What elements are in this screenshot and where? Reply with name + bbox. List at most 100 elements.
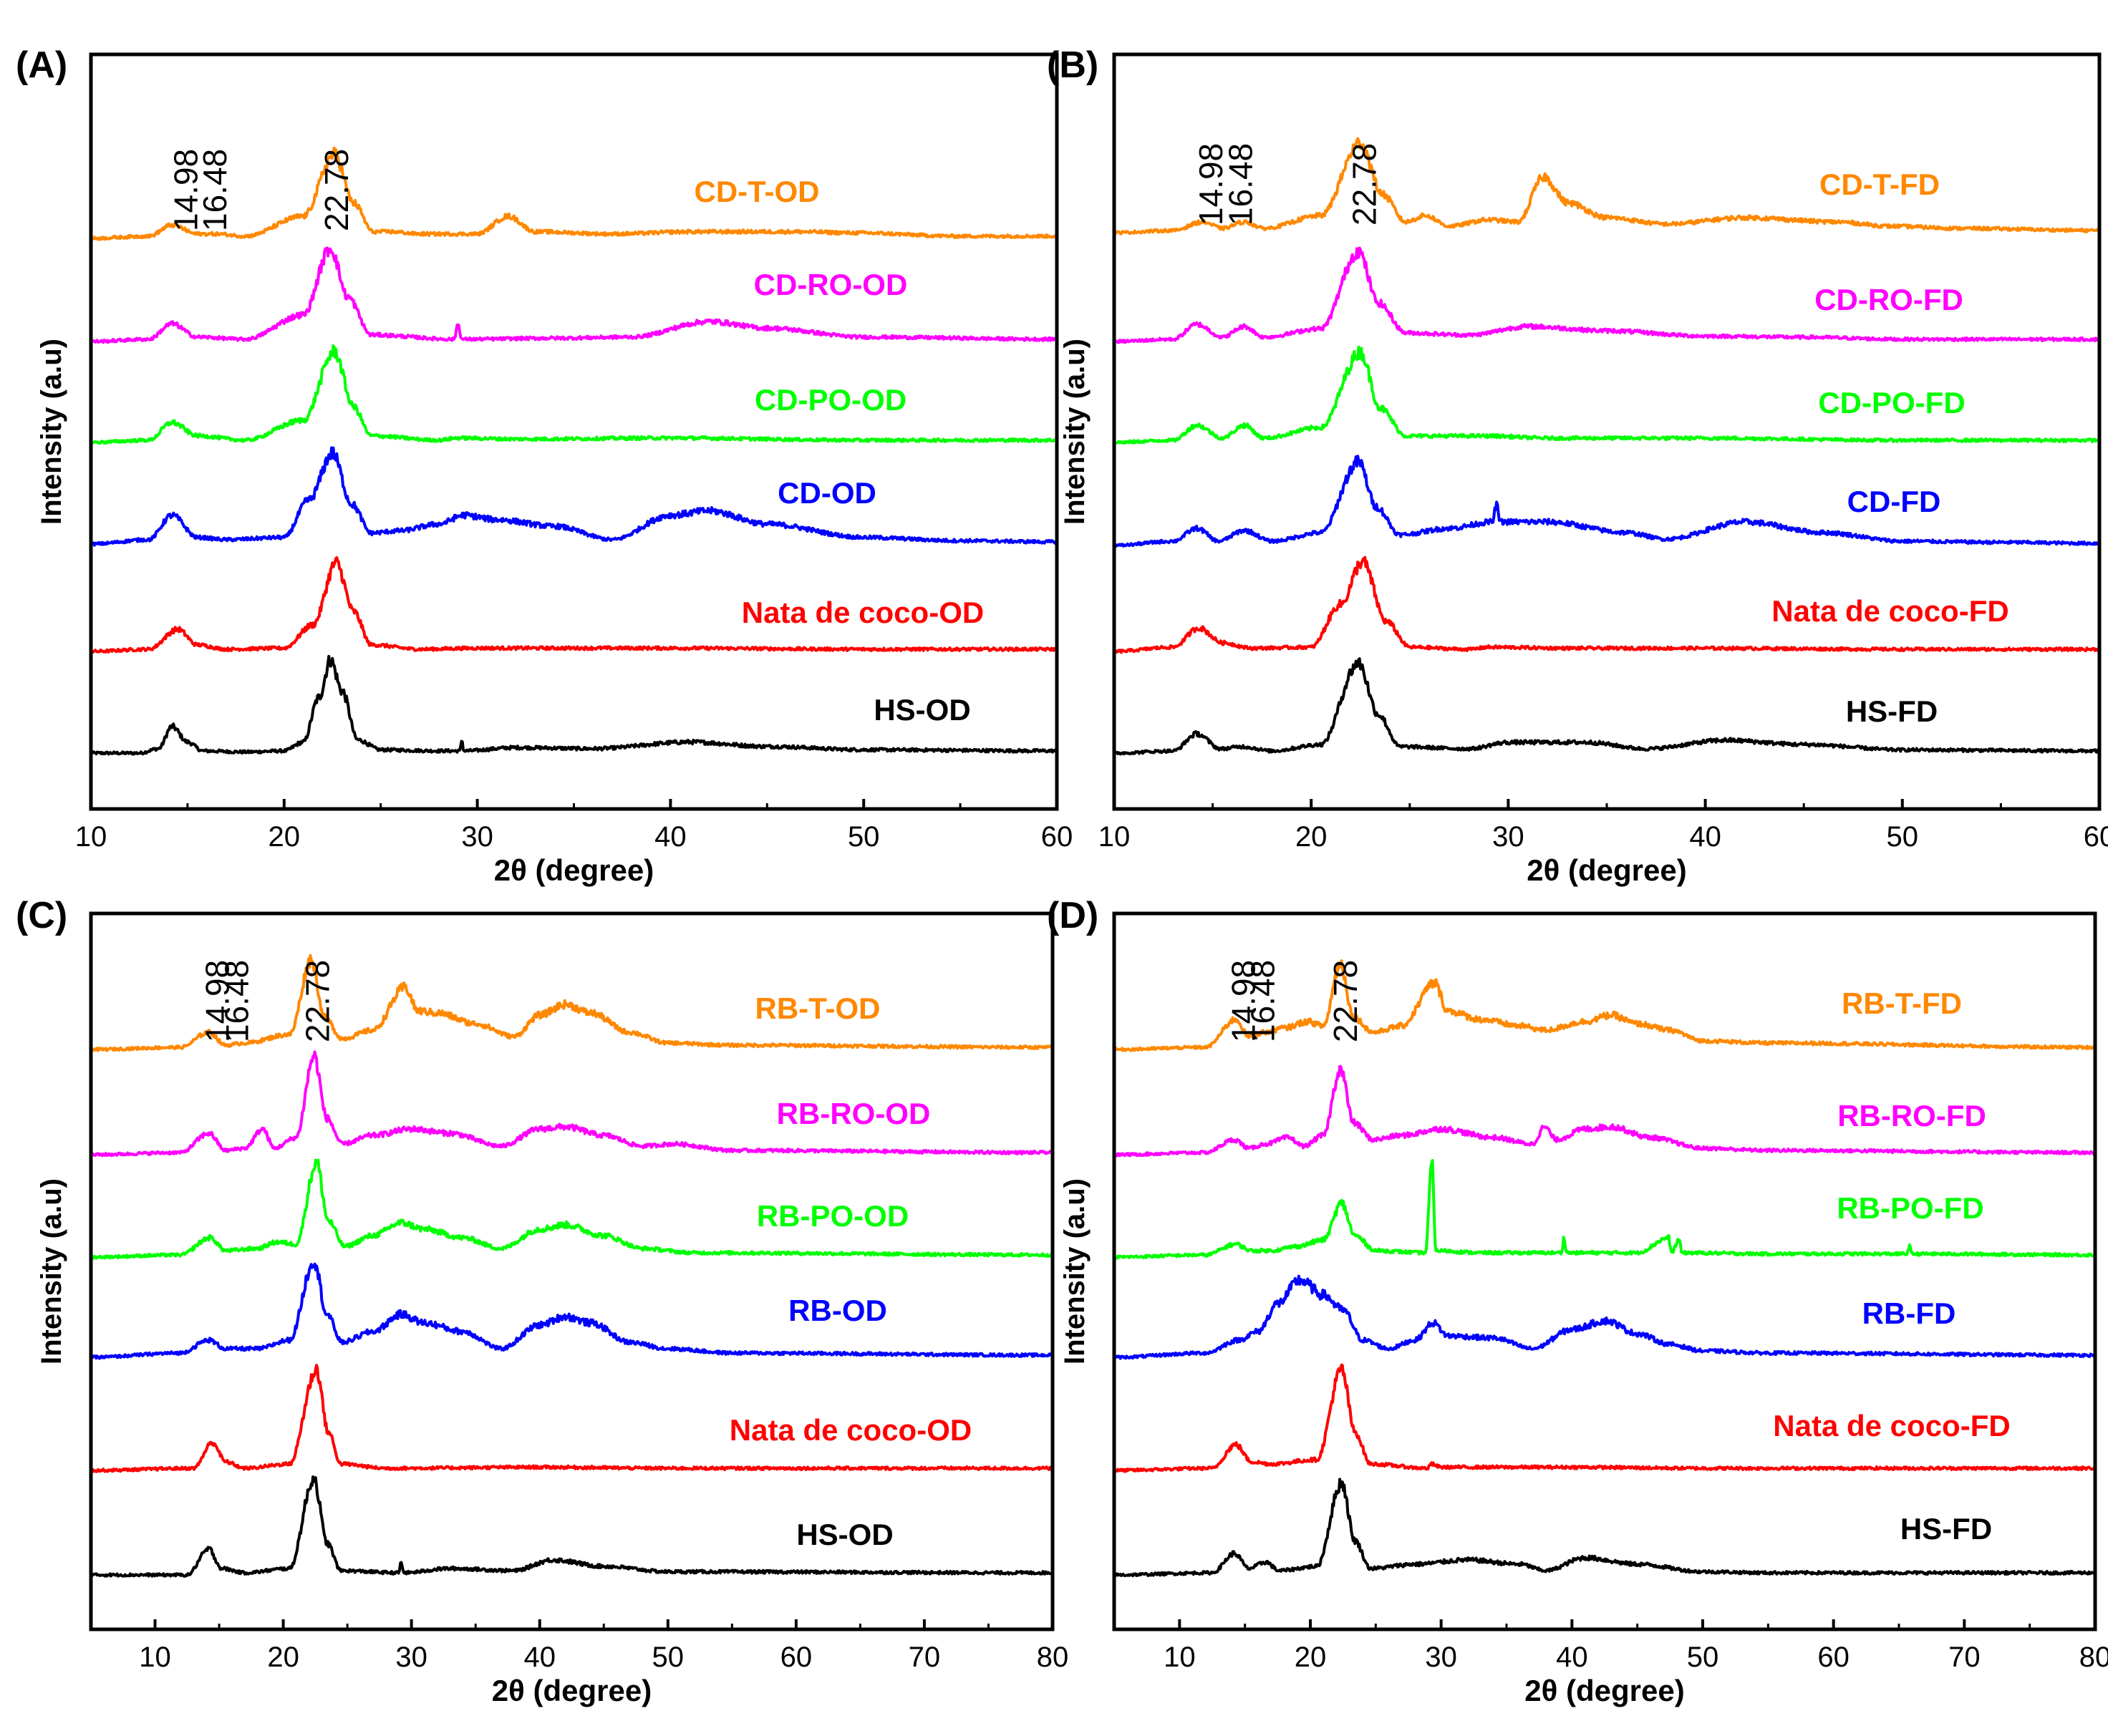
series-label: RB-RO-OD — [777, 1097, 931, 1130]
panel-c: HS-OD Nata de coco-OD RB-OD RB-PO-OD RB-RO-O… — [16, 895, 1068, 1707]
trace-rb-po-fd — [1113, 1159, 2096, 1260]
series-label: CD-PO-FD — [1818, 386, 1965, 420]
trace-cd-od — [90, 446, 1058, 547]
x-tick-label: 20 — [269, 821, 301, 853]
series-label: RB-T-FD — [1842, 986, 1962, 1020]
plot-frame — [1112, 911, 2097, 1631]
series-label: CD-FD — [1847, 485, 1941, 518]
x-tick-label: 80 — [2079, 1642, 2108, 1673]
panel-label: (A) — [16, 44, 67, 86]
series-label: HS-FD — [1846, 694, 1938, 728]
trace-cd-t-fd — [1113, 137, 2101, 236]
series-label: CD-PO-OD — [755, 383, 906, 417]
peak-annotation: 22.78 — [299, 960, 336, 1042]
series-label: CD-RO-OD — [754, 268, 908, 301]
y-axis-label: Intensity (a.u) — [1059, 1178, 1091, 1364]
trace-nata-de-coco-od — [90, 1364, 1053, 1473]
series-label: Nata de coco-FD — [1773, 1409, 2010, 1442]
series-label: HS-FD — [1900, 1512, 1992, 1546]
plot-frame — [89, 911, 1055, 1631]
series-label: CD-T-FD — [1819, 168, 1940, 201]
x-tick-label: 40 — [1556, 1642, 1588, 1673]
x-tick-label: 10 — [1098, 821, 1131, 853]
trace-rb-po-od — [90, 1158, 1054, 1260]
x-axis-label: 2θ (degree) — [494, 853, 654, 887]
panel-d: HS-FD Nata de coco-FD RB-FD RB-PO-FD RB-RO-F… — [1047, 895, 2108, 1707]
trace-rb-fd — [1113, 1274, 2097, 1360]
series-label: Nata de coco-FD — [1771, 594, 2008, 628]
panel-label: (C) — [16, 895, 67, 936]
trace-rb-ro-fd — [1113, 1065, 2097, 1158]
x-tick-label: 10 — [75, 821, 107, 853]
x-tick-label: 50 — [652, 1642, 685, 1673]
x-tick-label: 60 — [780, 1642, 813, 1673]
trace-rb-t-od — [90, 954, 1054, 1052]
panel-label: (B) — [1047, 44, 1098, 86]
x-tick-label: 20 — [267, 1642, 299, 1673]
series-label: CD-OD — [778, 476, 876, 510]
peak-annotation: 22.78 — [318, 149, 355, 231]
trace-hs-od — [90, 654, 1058, 756]
series-label: RB-FD — [1862, 1296, 1956, 1330]
x-tick-label: 60 — [1817, 1642, 1850, 1673]
trace-rb-t-fd — [1113, 959, 2097, 1052]
series-label: RB-OD — [788, 1294, 887, 1327]
y-axis-label: Intensity (a.u) — [1059, 339, 1091, 525]
series-label: RB-RO-FD — [1837, 1099, 1986, 1133]
x-tick-label: 50 — [848, 821, 880, 853]
x-tick-label: 60 — [2084, 821, 2108, 853]
peak-annotation: 16.48 — [1222, 143, 1259, 226]
series-label: RB-PO-FD — [1837, 1191, 1983, 1225]
series-label: CD-T-OD — [695, 175, 820, 208]
x-tick-label: 80 — [1037, 1642, 1069, 1673]
trace-hs-od — [90, 1475, 1053, 1578]
series-label: HS-OD — [796, 1518, 893, 1551]
x-axis-label: 2θ (degree) — [1524, 1674, 1684, 1707]
peak-annotation: 22.78 — [1346, 143, 1383, 226]
x-tick-label: 50 — [1887, 821, 1919, 853]
y-axis-label: Intensity (a.u) — [36, 1178, 67, 1364]
x-tick-label: 70 — [1948, 1642, 1981, 1673]
trace-hs-fd — [1113, 1478, 2097, 1578]
peak-annotation: 16.48 — [196, 149, 233, 231]
trace-rb-od — [90, 1262, 1054, 1360]
series-label: RB-T-OD — [755, 991, 881, 1025]
x-tick-label: 10 — [1164, 1642, 1196, 1673]
x-axis-label: 2θ (degree) — [492, 1674, 652, 1707]
trace-cd-po-fd — [1113, 345, 2101, 445]
x-tick-label: 30 — [1425, 1642, 1457, 1673]
x-tick-label: 20 — [1295, 821, 1328, 853]
trace-cd-fd — [1113, 455, 2100, 548]
panel-label: (D) — [1047, 895, 1098, 936]
trace-nata-de-coco-od — [90, 556, 1058, 654]
trace-cd-ro-od — [90, 246, 1058, 344]
panel-a: HS-OD Nata de coco-OD CD-OD CD-PO-OD CD-RO-O… — [16, 44, 1073, 887]
x-tick-label: 70 — [909, 1642, 941, 1673]
peak-annotation: 14.98 — [199, 960, 236, 1042]
x-tick-label: 30 — [1492, 821, 1524, 853]
series-label: Nata de coco-OD — [742, 596, 984, 629]
x-tick-label: 40 — [654, 821, 687, 853]
peak-annotation: 22.78 — [1327, 960, 1364, 1042]
trace-cd-t-od — [90, 146, 1058, 241]
trace-cd-ro-fd — [1113, 246, 2100, 344]
x-tick-label: 40 — [523, 1642, 556, 1673]
trace-hs-fd — [1113, 657, 2101, 756]
x-tick-label: 30 — [461, 821, 493, 853]
series-label: HS-OD — [874, 693, 970, 727]
trace-nata-de-coco-fd — [1113, 1363, 2097, 1473]
series-label: CD-RO-FD — [1814, 283, 1963, 316]
trace-nata-de-coco-fd — [1113, 556, 2100, 654]
peak-annotation: 14.98 — [1224, 960, 1262, 1042]
peak-annotation: 16.48 — [1244, 960, 1282, 1042]
peak-annotation: 14.98 — [1192, 143, 1229, 226]
y-axis-label: Intensity (a.u) — [36, 339, 67, 525]
trace-rb-ro-od — [90, 1050, 1054, 1158]
x-tick-label: 20 — [1295, 1642, 1327, 1673]
x-tick-label: 30 — [395, 1642, 427, 1673]
peak-annotation: 14.98 — [167, 149, 204, 231]
panel-b: HS-FD Nata de coco-FD CD-FD CD-PO-FD CD-RO-F… — [1047, 44, 2108, 887]
series-label: Nata de coco-OD — [730, 1413, 972, 1447]
x-tick-label: 50 — [1687, 1642, 1719, 1673]
